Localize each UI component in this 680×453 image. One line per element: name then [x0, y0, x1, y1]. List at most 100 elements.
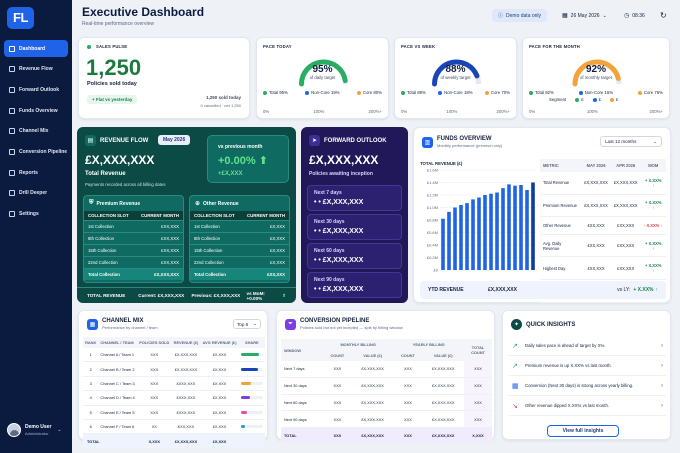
revenue-bar[interactable]: [453, 207, 457, 271]
legend-dot-icon: [637, 90, 642, 95]
forward-row-label: Next 7 days: [314, 190, 342, 196]
channel-cell: XX: [151, 424, 157, 430]
trend-down-icon: ↘: [512, 402, 518, 410]
sidebar-item-forward-outlook[interactable]: Forward Outlook: [4, 81, 68, 98]
view-insights-button[interactable]: View full insights: [547, 425, 619, 437]
share-cell: [239, 405, 265, 419]
revenue-bar[interactable]: [501, 188, 505, 270]
insight-item[interactable]: ↗ Daily sales pace is ahead of target by …: [509, 336, 666, 356]
amount-cell: £X,XXX: [269, 224, 285, 229]
gauge-scale: 0% 100% 200%+: [529, 109, 663, 114]
column-subheader: VALUE (£): [363, 353, 383, 358]
demo-data-chip[interactable]: ⓘ Demo data only: [492, 9, 548, 22]
filter-icon: ⏷: [285, 318, 296, 330]
legend-dot-icon: [592, 97, 597, 102]
revenue-flow-title: REVENUE FLOW: [100, 137, 149, 144]
chevron-down-icon[interactable]: ⌄: [57, 427, 62, 433]
insight-item[interactable]: ↗ Premium revenue is up X.XX% vs last mon…: [509, 356, 666, 376]
user-profile[interactable]: Demo User Administrator ⌄: [7, 423, 62, 437]
gauge-scale: 0% 100% 200%+: [263, 109, 382, 114]
revenue-bar[interactable]: [507, 184, 511, 270]
insight-item[interactable]: ▦ Conversion (Next 30 days) is strong acr…: [509, 376, 666, 396]
gauge-legend-item: Core 80%: [356, 90, 382, 95]
total-revenue-sub: Payments recorded across all billing dat…: [85, 182, 166, 187]
table-row: 1st Collection £XX,XXX: [84, 220, 183, 233]
revenue-bar[interactable]: [441, 218, 445, 270]
sidebar-item-funds-overview[interactable]: Funds Overview: [4, 102, 68, 119]
refresh-button[interactable]: ↻: [654, 9, 673, 22]
column-subheader: VALUE (£): [433, 353, 453, 358]
revenue-bar[interactable]: [465, 203, 469, 270]
column-header: APR 2026: [616, 163, 636, 168]
table-row: Total Collection £X,XXX,XXX: [84, 268, 183, 280]
sidebar: FL Dashboard Revenue Flow Forward Outlook F…: [0, 0, 72, 453]
scale-label: 200%+: [649, 109, 664, 114]
channel-cell: Channel C / Team 3: [100, 380, 135, 386]
policies-sold-value: 1,250: [86, 55, 142, 80]
sidebar-item-dashboard[interactable]: Dashboard: [4, 40, 68, 57]
gauge-legend-item: Non-Core 19%: [305, 90, 340, 95]
share-cell: [239, 419, 265, 433]
legend-dot-icon: [578, 90, 583, 95]
channel-mix-subtitle: Performance by channel / team: [102, 325, 158, 330]
revenue-bar[interactable]: [447, 211, 451, 270]
revenue-bar[interactable]: [477, 197, 481, 271]
y-tick-label: £0: [434, 268, 439, 273]
share-cell: [239, 376, 265, 390]
period-select[interactable]: Last 12 months ⌄: [600, 136, 662, 147]
top-n-select[interactable]: Top 6 ⌄: [233, 319, 261, 329]
column-header: REVENUE (£): [173, 340, 199, 345]
gauge-percent: 88%: [445, 64, 466, 75]
pipeline-cell: XXX: [333, 416, 342, 422]
outlook-icon: [9, 86, 15, 93]
revenue-bar[interactable]: [483, 195, 487, 270]
revenue-bar[interactable]: [531, 182, 535, 271]
revenue-bar[interactable]: [471, 199, 475, 270]
chevron-down-icon: ⌄: [253, 321, 257, 326]
metric-value: £XX,XXX: [587, 265, 605, 271]
pipeline-cell: XXX: [333, 399, 342, 405]
channel-cell: XXX: [150, 395, 159, 401]
channel-cell: 6: [89, 424, 92, 430]
app-logo[interactable]: FL: [7, 7, 34, 29]
pipeline-cell: XXX: [404, 416, 412, 422]
footer-label: TOTAL REVENUE: [87, 293, 126, 298]
table-row: 22nd Collection £XX,XXX: [84, 256, 183, 269]
funds-bar-chart: £1.6M £1.4M £1.2M £1.0M £0.8M £0.6M £0.4M £0.2M…: [427, 168, 536, 273]
sidebar-item-reports[interactable]: Reports: [4, 164, 68, 181]
forward-row-value: • • £X,XXX,XXX: [314, 286, 364, 293]
table-row: Premium Revenue £X,XXX,XXX £X,XXX,XXX + X.X…: [540, 194, 666, 217]
sidebar-item-drill-deeper[interactable]: Drill Deeper: [4, 185, 68, 202]
channel-cell: 2: [89, 366, 92, 372]
info-icon: ⓘ: [498, 13, 504, 19]
other-revenue-panel: ⊕ Other Revenue COLLECTION SLOT CURRENT MON…: [189, 195, 290, 283]
revenue-bar[interactable]: [489, 193, 493, 270]
scale-label: 0%: [529, 109, 536, 114]
channel-cell: £XX,XXX: [177, 424, 195, 430]
revenue-flow-card: ▤ REVENUE FLOW May 2026 £X,XXX,XXX Total…: [77, 127, 296, 303]
date-picker[interactable]: ▦ 26 May 2026 ⌄: [556, 9, 613, 22]
column-header: RANK: [85, 340, 97, 345]
forward-row-label: Next 90 days: [314, 277, 345, 283]
metric-value: £X,XXX,XXX: [584, 202, 608, 208]
revenue-bar[interactable]: [525, 190, 529, 270]
pipeline-cell: Next 60 days: [284, 399, 307, 405]
revenue-bar[interactable]: [519, 185, 523, 270]
ytd-bar: YTD REVENUE £X,XXX,XXX vs LY: + X.XX% ↑: [420, 281, 666, 299]
channel-cell: 3: [89, 380, 92, 386]
sidebar-item-conversion-pipeline[interactable]: Conversion Pipeline: [4, 144, 68, 161]
metric-name: Total Revenue: [543, 180, 570, 186]
insight-item[interactable]: ↘ Other revenue dipped X.XX% vs last mont…: [509, 396, 666, 416]
revenue-bar[interactable]: [495, 192, 499, 271]
sidebar-item-channel-mix[interactable]: Channel Mix: [4, 123, 68, 140]
month-select[interactable]: May 2026: [158, 135, 191, 145]
insights-title: QUICK INSIGHTS: [526, 321, 576, 328]
revenue-bar[interactable]: [513, 185, 517, 270]
revenue-bar[interactable]: [459, 205, 463, 270]
channel-cell: £XXX,XXX: [176, 409, 196, 415]
gauge-label: PACE FOR THE MONTH: [529, 44, 580, 49]
sidebar-item-revenue-flow[interactable]: Revenue Flow: [4, 61, 68, 78]
trend-badge: + Flat vs yesterday: [87, 95, 138, 104]
total-cell: £X,XXX,XXX: [431, 433, 455, 439]
sidebar-item-settings[interactable]: Settings: [4, 206, 68, 223]
